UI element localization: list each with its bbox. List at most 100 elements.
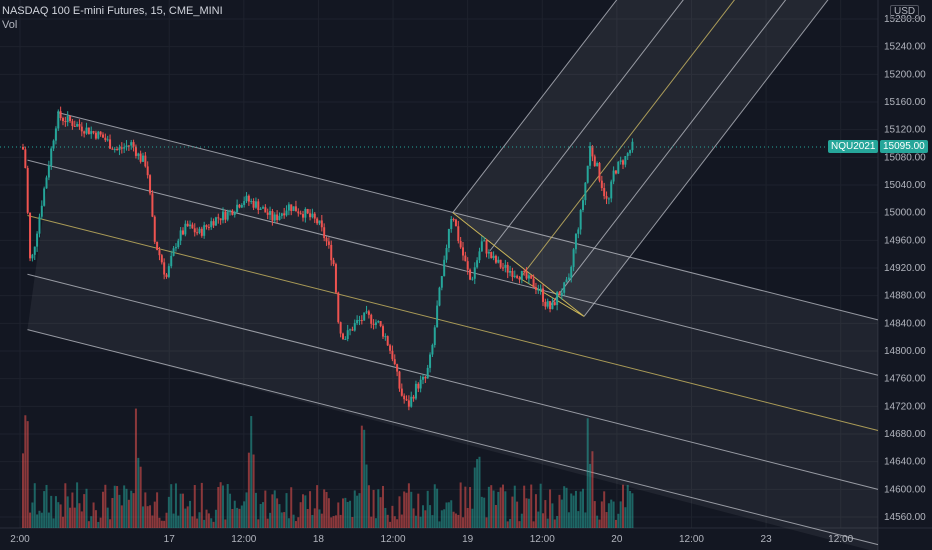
- volume-bar: [290, 487, 293, 528]
- candle-body: [309, 213, 312, 218]
- volume-bar: [473, 467, 476, 528]
- candle-body: [127, 145, 130, 147]
- volume-bar: [304, 495, 307, 528]
- symbol-price-tag: NQU2021: [828, 139, 879, 153]
- x-tick-label: 18: [313, 534, 325, 545]
- candle-body: [542, 288, 545, 302]
- candle-body: [137, 153, 140, 156]
- volume-bar: [132, 493, 135, 528]
- candle-body: [193, 228, 196, 233]
- candle-body: [174, 247, 177, 249]
- volume-bar: [144, 492, 147, 528]
- volume-bar: [372, 489, 375, 528]
- volume-bar: [172, 513, 175, 528]
- volume-bar: [226, 484, 229, 528]
- volume-bar: [582, 488, 585, 528]
- volume-bar: [393, 516, 396, 528]
- volume-bar: [113, 485, 116, 528]
- candle-body: [572, 249, 575, 267]
- candle-body: [92, 131, 95, 133]
- candle-body: [567, 277, 570, 280]
- volume-bar: [153, 501, 156, 528]
- volume-bar: [513, 485, 516, 528]
- volume-bar: [127, 499, 130, 528]
- candle-body: [452, 218, 455, 220]
- candle-body: [54, 128, 57, 141]
- volume-bar: [210, 518, 213, 528]
- candle-body: [513, 275, 516, 277]
- volume-bar: [198, 512, 201, 528]
- y-tick-label: 14800.00: [884, 346, 926, 357]
- candle-body: [179, 230, 182, 241]
- volume-bar: [410, 491, 413, 528]
- candle-body: [120, 147, 123, 149]
- volume-bar: [123, 485, 126, 528]
- volume-bar: [574, 490, 577, 528]
- candle-body: [509, 270, 512, 273]
- candle-body: [591, 146, 594, 157]
- candle-body: [553, 302, 556, 306]
- volume-bar: [254, 492, 257, 528]
- candle-body: [287, 204, 290, 211]
- volume-bar: [516, 501, 519, 528]
- candle-body: [69, 115, 72, 122]
- volume-bar: [471, 508, 474, 528]
- x-tick-label: 2:00: [10, 534, 30, 545]
- candle-body: [210, 221, 213, 228]
- candle-body: [485, 240, 488, 254]
- candle-body: [560, 292, 563, 296]
- volume-bar: [476, 459, 479, 528]
- volume-bar: [377, 489, 380, 528]
- volume-bar: [233, 500, 236, 528]
- volume-bar: [287, 518, 290, 528]
- volume-bar: [325, 491, 328, 528]
- volume-bar: [631, 493, 634, 528]
- volume-bar: [351, 517, 354, 528]
- candle-body: [469, 269, 472, 280]
- volume-bar: [600, 501, 603, 528]
- volume-bar: [339, 514, 342, 528]
- volume-bar: [125, 488, 128, 528]
- candle-body: [83, 131, 86, 134]
- last-price-tag: 15095.00: [880, 139, 928, 153]
- candle-body: [631, 141, 634, 151]
- pitchfork-line: [27, 159, 879, 376]
- volume-bar: [250, 416, 253, 528]
- volume-bar: [85, 488, 88, 528]
- candle-body: [600, 180, 603, 189]
- volume-bar: [174, 483, 177, 528]
- volume-bar: [457, 514, 460, 528]
- volume-bar: [212, 521, 215, 528]
- volume-bar: [544, 500, 547, 528]
- candle-body: [250, 200, 253, 202]
- x-tick-label: 17: [164, 534, 176, 545]
- candle-body: [414, 383, 417, 399]
- candle-body: [259, 208, 262, 210]
- candle-body: [626, 153, 629, 157]
- candle-body: [386, 336, 389, 346]
- candle-body: [257, 201, 260, 210]
- candle-body: [577, 229, 580, 234]
- volume-bar: [454, 513, 457, 528]
- candle-body: [462, 247, 465, 256]
- candle-body: [80, 126, 83, 132]
- candle-body: [38, 216, 41, 234]
- y-tick-label: 14880.00: [884, 291, 926, 302]
- candle-body: [483, 240, 486, 242]
- candle-body: [622, 160, 625, 165]
- candle-body: [26, 168, 29, 213]
- candle-body: [203, 225, 206, 236]
- volume-bar: [160, 520, 163, 528]
- currency-badge[interactable]: USD: [890, 5, 920, 19]
- candle-body: [191, 224, 194, 229]
- y-tick-label: 15000.00: [884, 208, 926, 219]
- volume-bar: [565, 487, 568, 528]
- volume-bar: [111, 497, 114, 528]
- candle-body: [243, 201, 246, 205]
- y-tick-label: 14840.00: [884, 318, 926, 329]
- candle-body: [605, 196, 608, 199]
- candle-body: [351, 329, 354, 331]
- volume-bar: [214, 509, 217, 528]
- candle-body: [405, 399, 408, 401]
